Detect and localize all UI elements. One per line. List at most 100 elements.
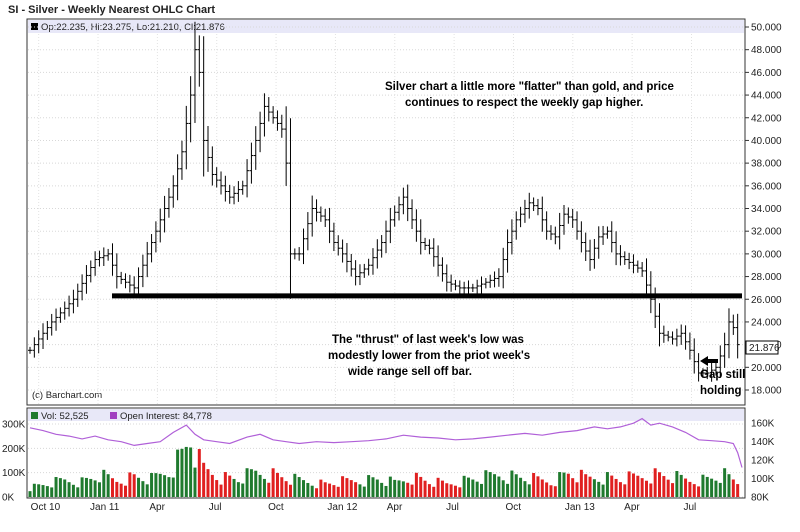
volume-bar (488, 472, 492, 497)
volume-bar (158, 473, 162, 497)
ohlc-bar (62, 301, 67, 320)
x-axis-label: Jul (209, 502, 222, 513)
ohlc-bar (436, 245, 441, 277)
price-tick-label: 50.000 (751, 23, 782, 34)
volume-bar (675, 471, 679, 497)
ohlc-bar (288, 118, 293, 299)
price-tick-label: 34.000 (751, 204, 782, 215)
volume-bar (462, 475, 466, 497)
x-axis-label: Oct 10 (31, 502, 61, 513)
ohlc-bar (483, 277, 488, 289)
ohlc-bar (579, 221, 584, 253)
ohlc-bar (279, 114, 284, 138)
volume-bar (558, 472, 562, 497)
volume-bar (223, 472, 227, 497)
volume-bar (532, 473, 536, 497)
volume-bar (644, 480, 648, 497)
ohlc-bar (41, 323, 46, 349)
x-axis-label: Jul (446, 502, 459, 513)
volume-bar (627, 471, 631, 497)
ohlc-bar (340, 239, 345, 263)
ohlc-bar (227, 184, 232, 204)
open-interest-label: Open Interest: 84,778 (120, 411, 212, 422)
ohlc-bar (405, 184, 410, 222)
ohlc-bar (249, 142, 254, 184)
ohlc-bar (410, 199, 415, 230)
ohlc-bar (640, 262, 645, 277)
credit: (c) Barchart.com (32, 390, 102, 401)
volume-bar (562, 472, 566, 497)
x-axis-label: Oct (505, 502, 521, 513)
ohlc-bar (466, 280, 471, 296)
ohlc-bar (431, 238, 436, 267)
ohlc-bar (670, 331, 675, 345)
volume-bar (449, 484, 453, 497)
volume-bar (406, 482, 410, 497)
volume-bar (666, 479, 670, 497)
volume-bar (579, 469, 583, 497)
ohlc-bar (245, 159, 250, 198)
annotation-top-line1: Silver chart a little more "flatter" tha… (385, 81, 674, 93)
ohlc-bar (531, 197, 536, 212)
volume-bar (684, 478, 688, 497)
volume-bar (688, 481, 692, 497)
ohlc-bar (505, 229, 510, 273)
ohlc-bar (106, 248, 111, 261)
volume-bar (67, 482, 71, 497)
volume-bar (636, 475, 640, 497)
annotation-top-line2: continues to respect the weekly gap high… (405, 97, 643, 109)
ohlc-bar (223, 175, 228, 202)
volume-bar (354, 482, 358, 497)
volume-bar (241, 483, 245, 497)
volume-bar (445, 483, 449, 497)
ohlc-bar (401, 187, 406, 215)
volume-right-tick-label: 160K (751, 419, 775, 430)
ohlc-bar (644, 258, 649, 298)
ohlc-bar (219, 171, 224, 195)
x-axis-label: Jan 13 (565, 502, 595, 513)
annotation-gap: Gap still holding (700, 356, 745, 397)
ohlc-bar (110, 243, 115, 276)
ohlc-bar (535, 198, 540, 216)
ohlc-bar (514, 211, 519, 240)
volume-bar (731, 479, 735, 497)
ohlc-bar (709, 361, 714, 382)
price-tick-label: 28.000 (751, 272, 782, 283)
ohlc-bar (197, 35, 202, 87)
ohlc-bar (336, 235, 341, 256)
volume-bar (89, 478, 93, 497)
volume-bar (341, 476, 345, 497)
ohlc-bar (648, 271, 653, 314)
ohlc-bar (318, 206, 323, 222)
open-interest-line (29, 417, 743, 468)
volume-bar (401, 481, 405, 497)
volume-bar (493, 474, 497, 497)
x-axis-label: Apr (624, 502, 640, 513)
volume-bar (423, 480, 427, 497)
volume-bar (284, 481, 288, 497)
ohlc-bar (718, 345, 723, 378)
volume-bar (484, 470, 488, 497)
volume-bar (54, 477, 58, 497)
volume-bar (640, 478, 644, 497)
volume-bar (71, 484, 75, 497)
volume-bar (141, 481, 145, 497)
ohlc-bar (266, 97, 271, 122)
ohlc-bar (275, 110, 280, 131)
price-tick-labels: 18.00020.00022.00024.00026.00028.00030.0… (745, 23, 782, 397)
ohlc-bar (145, 241, 150, 278)
ohlc-bar (253, 126, 258, 170)
ohlc-bar (462, 281, 467, 295)
ohlc-bar (540, 196, 545, 232)
ohlc-bar (232, 186, 237, 205)
volume-bar (236, 482, 240, 497)
ohlc-bar (544, 211, 549, 240)
x-axis-label: Jan 11 (90, 502, 120, 513)
volume-panel (26, 407, 746, 499)
volume-bar (128, 472, 132, 497)
volume-right-tick-label: 140K (751, 437, 775, 448)
annotation-gap-line1: Gap still (700, 369, 745, 381)
ohlc-bar (123, 273, 128, 289)
volume-bar (32, 483, 36, 497)
